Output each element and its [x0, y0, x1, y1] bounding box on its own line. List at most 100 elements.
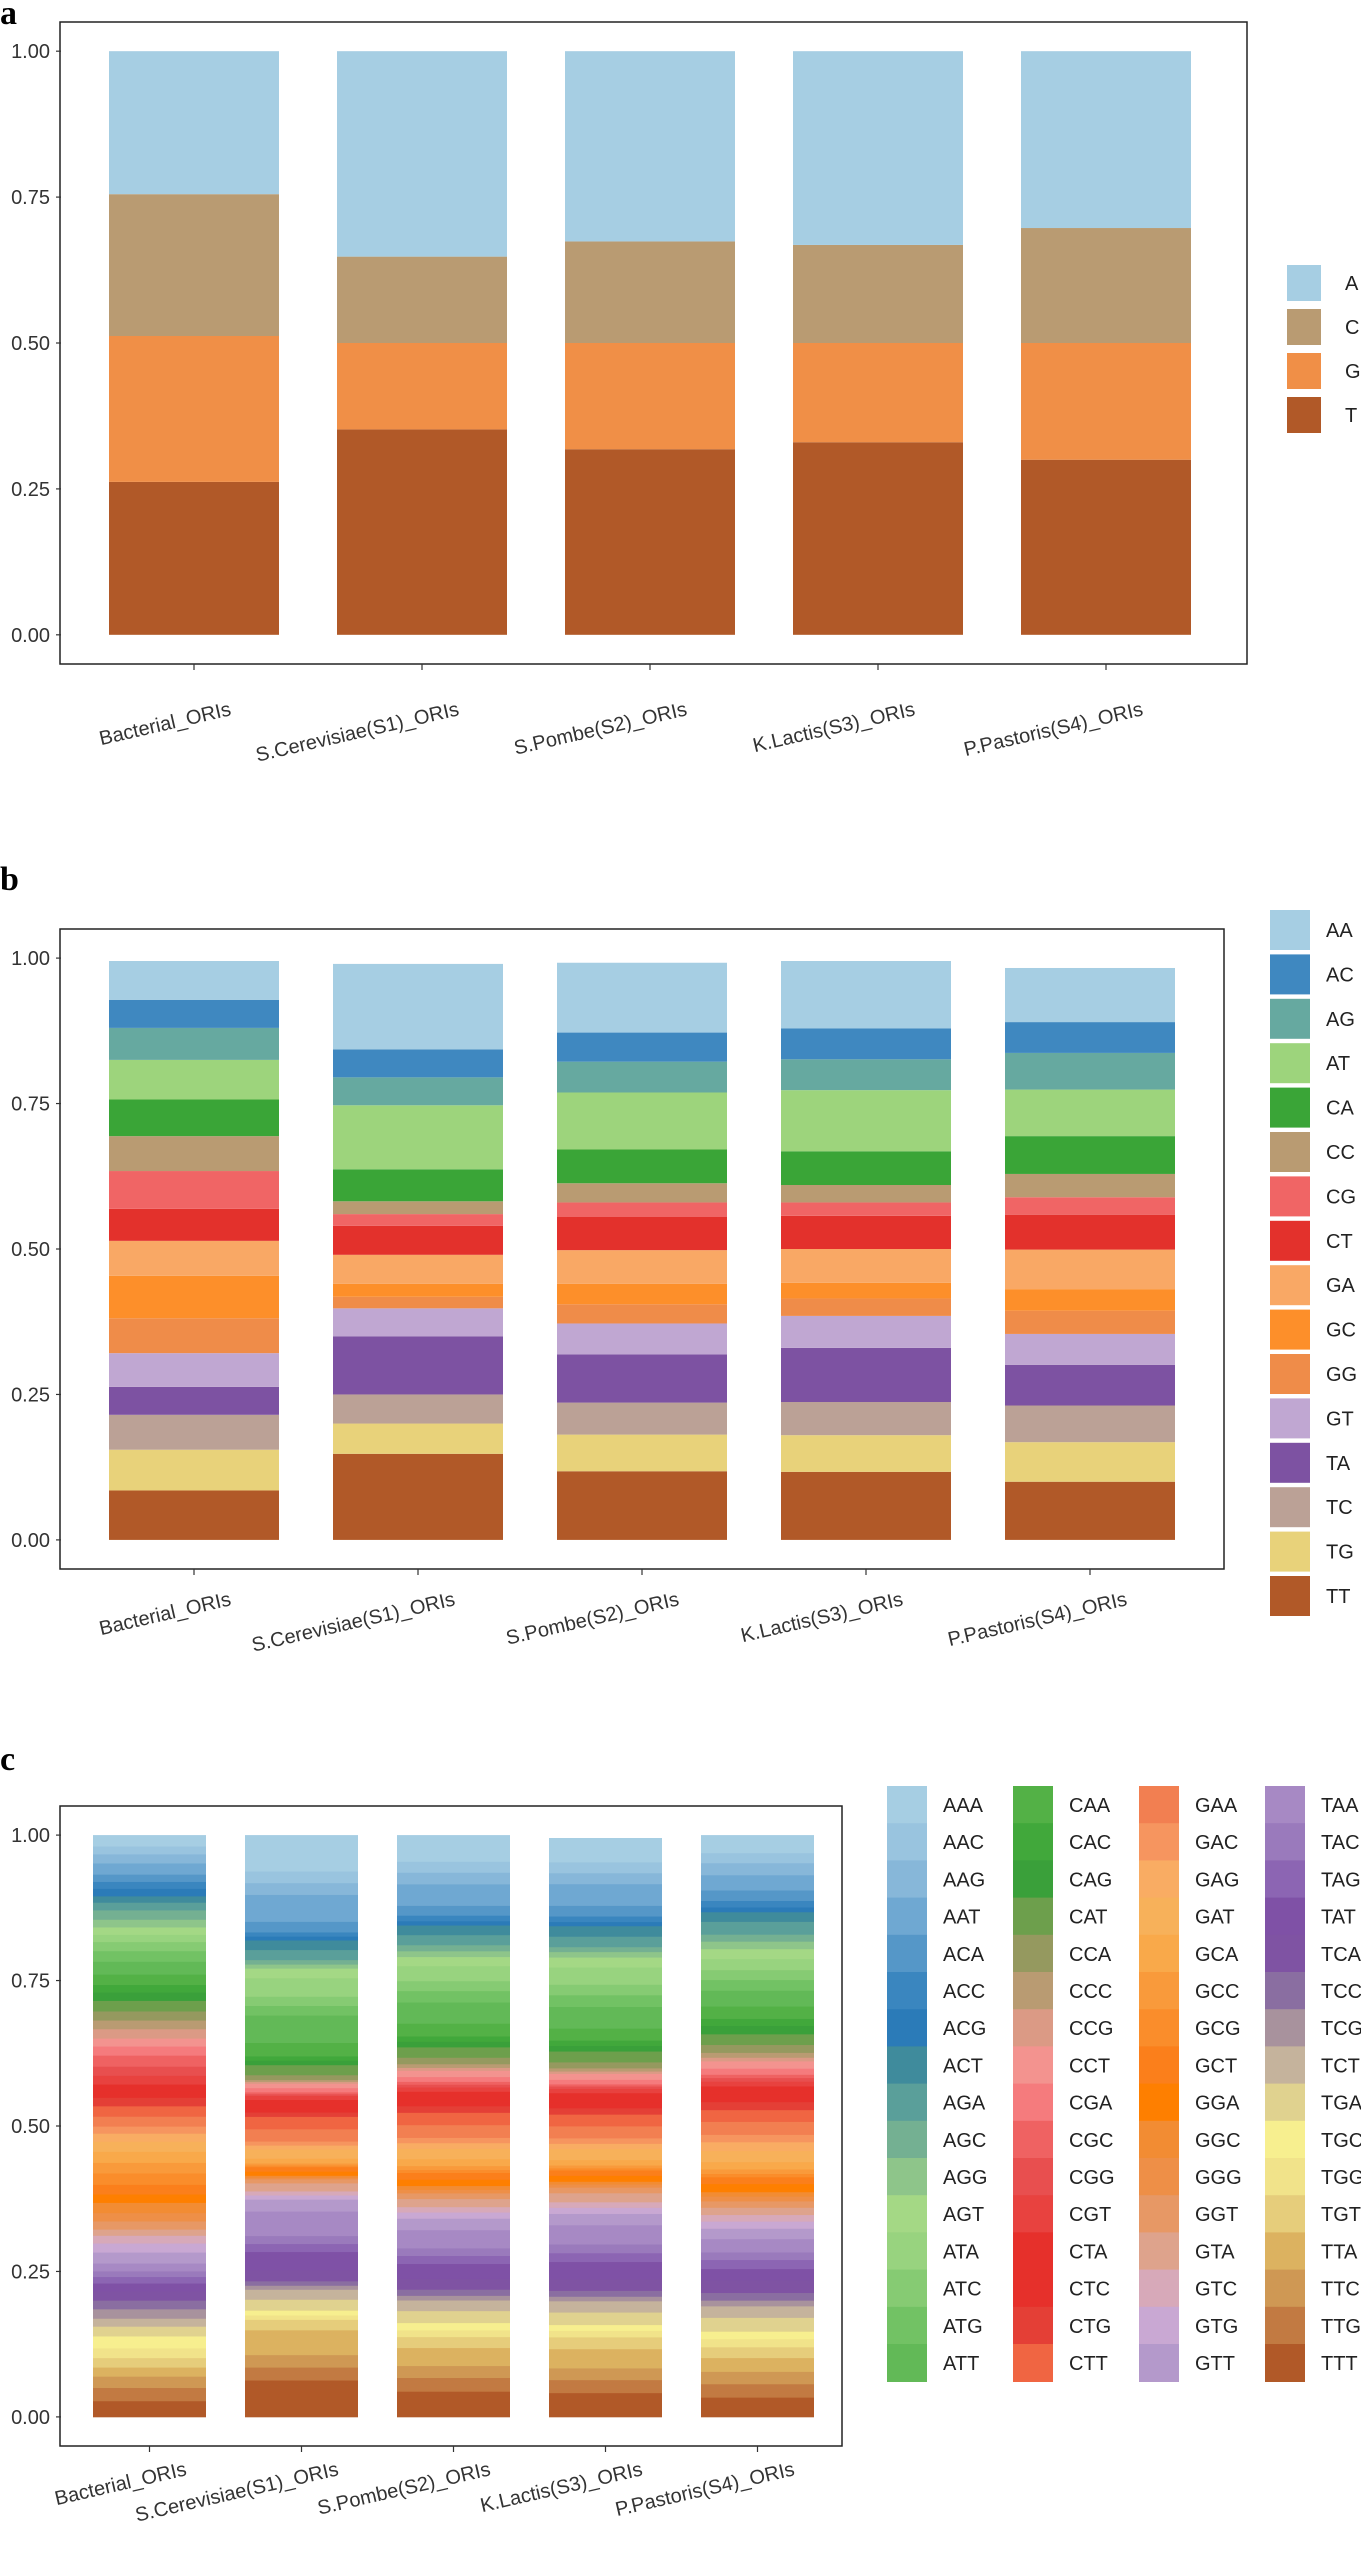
bar-c-s-pombe-s2-oris-tgt [397, 2336, 510, 2349]
bar-c-k-lactis-s3-oris-cct [549, 2073, 662, 2080]
panel-c-legend-label-tcg: TCG [1321, 2018, 1361, 2040]
bar-b-p-pastoris-s4-oris-ag [1005, 1052, 1175, 1090]
bar-c-s-pombe-s2-oris-agt [397, 1956, 510, 1967]
panel-c-legend-label-tca: TCA [1321, 1944, 1361, 1966]
bar-c-s-pombe-s2-oris-cag [397, 2041, 510, 2048]
bar-c-k-lactis-s3-oris-att [549, 2006, 662, 2029]
bar-c-s-cerevisiae-s1-oris-ccg [245, 2081, 358, 2084]
panel-c-legend-label-aca: ACA [943, 1944, 985, 1966]
bar-b-k-lactis-s3-oris-gt [781, 1315, 951, 1348]
bar-c-s-cerevisiae-s1-oris-agg [245, 1964, 358, 1969]
bar-b-k-lactis-s3-oris-ca [781, 1151, 951, 1185]
panel-c-legend-key-aat [887, 1897, 927, 1936]
panel-c-legend-label-ttt: TTT [1321, 2353, 1358, 2375]
bar-b-s-cerevisiae-s1-oris-gg [333, 1296, 503, 1309]
bar-b-k-lactis-s3-oris-ta [781, 1347, 951, 1403]
bar-a-p-pastoris-s4-oris-a [1021, 51, 1191, 229]
bar-c-bacterial-oris-aat [93, 1863, 206, 1875]
bar-c-bacterial-oris-gcc [93, 2162, 206, 2174]
bar-c-s-cerevisiae-s1-oris-gaa [245, 2128, 358, 2142]
panel-c-legend-label-aga: AGA [943, 2093, 986, 2115]
bar-c-p-pastoris-s4-oris-gct [701, 2176, 814, 2185]
panel-c-legend-label-ggt: GGT [1195, 2204, 1238, 2226]
bar-c-k-lactis-s3-oris-ttc [549, 2368, 662, 2381]
bar-c-p-pastoris-s4-oris-ata [701, 1958, 814, 1971]
bar-c-k-lactis-s3-oris-act [549, 1925, 662, 1937]
bar-c-s-cerevisiae-s1-oris-cac [245, 2056, 358, 2061]
x-tick-label-s-pombe-s2-oris: S.Pombe(S2)_ORIs [315, 2458, 492, 2519]
bar-c-bacterial-oris-gtt [93, 2252, 206, 2264]
bar-c-s-cerevisiae-s1-oris-gct [245, 2166, 358, 2172]
x-tick-label-bacterial-oris: Bacterial_ORIs [97, 698, 233, 750]
bar-c-s-pombe-s2-oris-tta [397, 2347, 510, 2367]
bar-c-p-pastoris-s4-oris-gag [701, 2141, 814, 2152]
bar-c-s-cerevisiae-s1-oris-cgt [245, 2095, 358, 2100]
bar-a-bacterial-oris-c [109, 194, 279, 336]
bar-c-bacterial-oris-aga [93, 1902, 206, 1911]
bar-c-s-cerevisiae-s1-oris-ata [245, 1977, 358, 1997]
bar-b-bacterial-oris-ca [109, 1099, 279, 1137]
bar-c-k-lactis-s3-oris-ata [549, 1967, 662, 1985]
bar-c-s-cerevisiae-s1-oris-tgc [245, 2310, 358, 2316]
bar-c-bacterial-oris-ggc [93, 2202, 206, 2214]
bar-c-s-pombe-s2-oris-cgc [397, 2081, 510, 2085]
bar-c-k-lactis-s3-oris-gta [549, 2192, 662, 2203]
bar-c-p-pastoris-s4-oris-ggt [701, 2201, 814, 2208]
bar-c-p-pastoris-s4-oris-cta [701, 2086, 814, 2095]
bar-c-s-pombe-s2-oris-tat [397, 2263, 510, 2279]
bar-c-bacterial-oris-cgt [93, 2075, 206, 2085]
bar-b-bacterial-oris-gt [109, 1353, 279, 1387]
bar-b-s-cerevisiae-s1-oris-aa [333, 963, 503, 1050]
panel-c-legend-key-tct [1265, 2046, 1305, 2085]
bar-c-k-lactis-s3-oris-aaa [549, 1838, 662, 1863]
bar-c-p-pastoris-s4-oris-acg [701, 1907, 814, 1913]
bar-c-s-pombe-s2-oris-gga [397, 2179, 510, 2187]
bar-c-k-lactis-s3-oris-acc [549, 1916, 662, 1923]
bar-a-p-pastoris-s4-oris-t [1021, 459, 1191, 635]
bar-c-s-pombe-s2-oris-cgt [397, 2087, 510, 2092]
bar-c-s-cerevisiae-s1-oris-gtt [245, 2199, 358, 2212]
bar-c-s-cerevisiae-s1-oris-agt [245, 1968, 358, 1979]
bar-c-s-pombe-s2-oris-gtc [397, 2206, 510, 2213]
panel-c-legend-label-ctt: CTT [1069, 2353, 1108, 2375]
x-tick-label-p-pastoris-s4-oris: P.Pastoris(S4)_ORIs [962, 698, 1145, 761]
bar-a-p-pastoris-s4-oris-c [1021, 228, 1191, 343]
bar-c-s-cerevisiae-s1-oris-aaa [245, 1835, 358, 1872]
bar-c-p-pastoris-s4-oris-gtg [701, 2221, 814, 2229]
panel-c-legend-key-tcc [1265, 1972, 1305, 2010]
bar-c-p-pastoris-s4-oris-gaa [701, 2121, 814, 2135]
bar-a-k-lactis-s3-oris-c [793, 244, 963, 343]
panel-c-legend-label-atc: ATC [943, 2279, 982, 2301]
bar-c-p-pastoris-s4-oris-cgc [701, 2074, 814, 2079]
bar-c-s-pombe-s2-oris-gcc [397, 2165, 510, 2171]
bar-c-s-cerevisiae-s1-oris-agc [245, 1959, 358, 1965]
bar-c-s-pombe-s2-oris-ttc [397, 2365, 510, 2379]
bar-c-k-lactis-s3-oris-aag [549, 1872, 662, 1885]
bar-b-s-pombe-s2-oris-gc [557, 1283, 727, 1305]
bar-c-bacterial-oris-acc [93, 1881, 206, 1889]
panel-c-legend-label-tat: TAT [1321, 1907, 1356, 1929]
bar-c-k-lactis-s3-oris-ggg [549, 2184, 662, 2188]
panel-c-legend-key-aag [887, 1860, 927, 1899]
bar-c-s-pombe-s2-oris-gtt [397, 2218, 510, 2231]
bar-a-s-cerevisiae-s1-oris-t [337, 429, 507, 635]
bar-b-s-pombe-s2-oris-ga [557, 1250, 727, 1284]
panel-a-legend-label-t: T [1345, 405, 1357, 427]
bar-c-s-pombe-s2-oris-gca [397, 2158, 510, 2167]
x-tick-label-s-cerevisiae-s1-oris: S.Cerevisiae(S1)_ORIs [250, 1588, 457, 1656]
bar-c-k-lactis-s3-oris-gag [549, 2143, 662, 2150]
panel-b-legend-key-at [1270, 1043, 1310, 1084]
panel-c-legend-key-ttg [1265, 2306, 1305, 2345]
bar-c-k-lactis-s3-oris-aac [549, 1861, 662, 1874]
bar-c-s-cerevisiae-s1-oris-cct [245, 2083, 358, 2089]
bar-c-k-lactis-s3-oris-gaa [549, 2126, 662, 2139]
bar-c-k-lactis-s3-oris-cca [549, 2062, 662, 2069]
bar-c-p-pastoris-s4-oris-ctt [701, 2109, 814, 2122]
y-tick-label-0-25: 0.25 [11, 1384, 50, 1406]
bar-c-s-pombe-s2-oris-gct [397, 2172, 510, 2180]
bar-c-s-cerevisiae-s1-oris-aag [245, 1882, 358, 1895]
panel-c-legend-key-tca [1265, 1934, 1305, 1973]
bar-b-k-lactis-s3-oris-gc [781, 1282, 951, 1299]
bar-c-bacterial-oris-tcg [93, 2308, 206, 2319]
panel-c-legend-key-cac [1013, 1823, 1053, 1862]
